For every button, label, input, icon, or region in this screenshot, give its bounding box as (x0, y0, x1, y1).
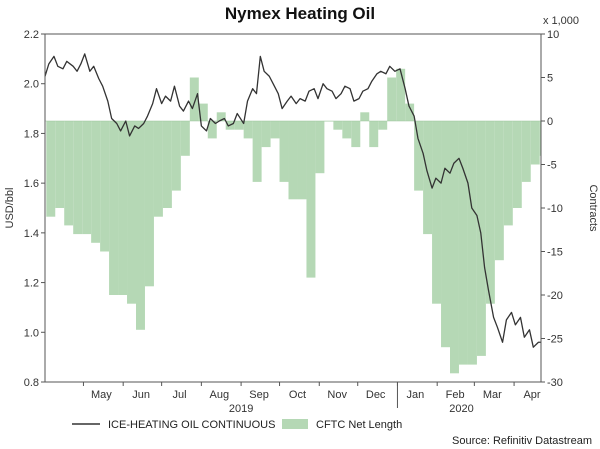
heating-oil-line-layer (44, 53, 541, 348)
cftc-area-bar (252, 121, 262, 182)
legend-heating-oil-label: ICE-HEATING OIL CONTINUOUS (108, 419, 275, 431)
cftc-area-bar (387, 77, 397, 121)
cftc-area-bar (378, 121, 388, 130)
left-axis-tick-label: 2.0 (24, 79, 39, 91)
cftc-area-bar (494, 121, 504, 261)
cftc-area-bar (441, 121, 450, 348)
x-axis-month-label: Oct (289, 389, 306, 401)
right-axis-label: Contracts (587, 184, 599, 232)
cftc-area-bar (458, 121, 468, 365)
cftc-area-bar (414, 121, 424, 191)
cftc-area-bar (189, 77, 199, 121)
cftc-area-bar (46, 121, 56, 217)
cftc-area-bar (100, 121, 110, 252)
cftc-area-bar (333, 121, 343, 130)
source-note: Source: Refinitiv Datastream (452, 435, 592, 447)
x-axis-month-label: Mar (483, 389, 502, 401)
x-axis-year-label: 2019 (229, 403, 253, 415)
cftc-area-bar (243, 121, 253, 139)
chart-title: Nymex Heating Oil (225, 4, 375, 23)
x-axis-month-label: May (91, 389, 112, 401)
left-axis-tick-label: 0.8 (24, 377, 39, 389)
cftc-area-bar (82, 121, 92, 235)
x-axis-month-label: Jul (173, 389, 187, 401)
left-axis-tick-label: 1.6 (24, 178, 39, 190)
right-axis-tick-label: -5 (547, 160, 557, 172)
cftc-area-bar (216, 112, 226, 121)
cftc-area-bar (118, 121, 128, 295)
cftc-area-bar (279, 121, 289, 182)
cftc-area-bar (198, 103, 208, 121)
cftc-area-bar (530, 121, 540, 165)
right-axis-tick-label: 5 (547, 73, 553, 85)
cftc-area-bar (297, 121, 307, 200)
cftc-area-bar (503, 121, 513, 226)
cftc-area-bar (351, 121, 361, 148)
legend-cftc-label: CFTC Net Length (316, 419, 402, 431)
x-axis-month-label: Dec (366, 389, 386, 401)
right-axis-tick-label: 10 (547, 29, 559, 41)
cftc-area-bar (261, 121, 271, 148)
cftc-area-bar (171, 121, 181, 191)
cftc-area-bar (91, 121, 101, 243)
right-axis-tick-label: 0 (547, 116, 553, 128)
right-axis-tick-label: -25 (547, 334, 563, 346)
cftc-area-bar (64, 121, 74, 226)
x-axis-month-label: Sep (249, 389, 269, 401)
cftc-area-bar (405, 103, 415, 121)
x-axis-month-label: Jun (132, 389, 150, 401)
cftc-area-bar (180, 121, 190, 156)
right-axis-tick-label: -30 (547, 377, 563, 389)
cftc-area-bar (153, 121, 163, 217)
right-axis-multiplier-label: x 1,000 (543, 15, 579, 27)
cftc-area-bar (73, 121, 83, 235)
cftc-area-bar (270, 121, 280, 139)
left-axis-tick-label: 1.2 (24, 278, 39, 290)
cftc-area-bar (485, 121, 495, 304)
cftc-area-bar (423, 121, 433, 235)
cftc-area-bar (396, 68, 406, 121)
cftc-area-bar (342, 121, 352, 139)
cftc-area-bar (136, 121, 145, 330)
cftc-area-bar (539, 121, 541, 156)
cftc-area-bar (144, 121, 154, 287)
cftc-area-bar (512, 121, 522, 208)
cftc-area-bar (55, 121, 65, 208)
left-axis-tick-label: 1.8 (24, 128, 39, 140)
right-axis-tick-label: -15 (547, 247, 563, 259)
x-axis-year-label: 2020 (449, 403, 473, 415)
cftc-area-bar (369, 121, 379, 148)
left-axis-tick-label: 1.0 (24, 327, 39, 339)
cftc-area-bar (234, 121, 244, 130)
cftc-area-bar (162, 121, 172, 208)
heating-oil-series-line (44, 53, 541, 348)
cftc-area-bar (521, 121, 531, 182)
cftc-area-bar (207, 121, 217, 139)
right-axis-tick-label: -20 (547, 290, 563, 302)
cftc-area-bar (315, 121, 325, 174)
cftc-area-layer (45, 68, 541, 374)
x-axis-month-label: Feb (446, 389, 465, 401)
legend-area-swatch (282, 419, 308, 429)
cftc-area-bar (450, 121, 459, 374)
right-axis-tick-label: -10 (547, 203, 563, 215)
x-axis-month-label: Nov (327, 389, 347, 401)
legend: ICE-HEATING OIL CONTINUOUS CFTC Net Leng… (72, 419, 402, 431)
cftc-area-bar (360, 112, 370, 121)
cftc-area-bar (109, 121, 119, 295)
left-axis-tick-label: 1.4 (24, 228, 39, 240)
x-axis-month-label: Aug (210, 389, 230, 401)
cftc-area-bar (432, 121, 442, 304)
x-axis-month-label: Apr (523, 389, 540, 401)
left-axis-tick-label: 2.2 (24, 29, 39, 41)
x-axis-month-label: Jan (407, 389, 425, 401)
cftc-area-bar (306, 121, 316, 278)
left-axis-label: USD/bbl (4, 188, 16, 229)
cftc-area-bar (288, 121, 298, 200)
cftc-area-bar (467, 121, 477, 365)
axes-layer: 0.8 1.0 1.2 1.4 1.6 1.8 2.0 2.2 -30 -25 -20 -15 -10 -… (24, 29, 563, 415)
cftc-area-bar (127, 121, 136, 304)
